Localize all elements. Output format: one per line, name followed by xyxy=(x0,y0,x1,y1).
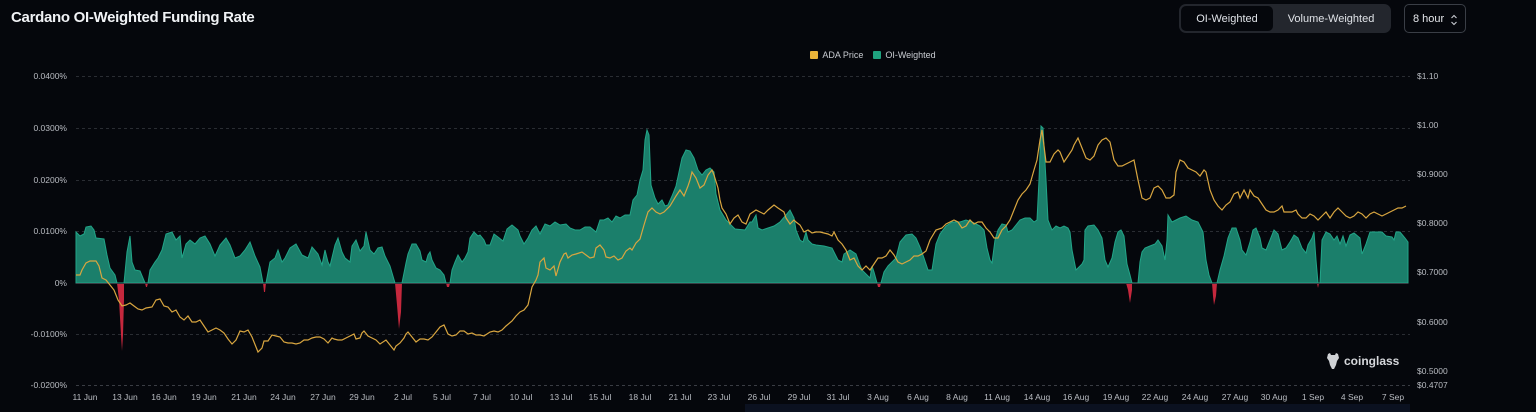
x-tick: 29 Jun xyxy=(349,392,375,402)
x-tick: 21 Jun xyxy=(231,392,257,402)
y-right-tick: $0.8000 xyxy=(1417,218,1448,228)
x-tick: 24 Jun xyxy=(270,392,296,402)
y-right-tick: $0.7000 xyxy=(1417,267,1448,277)
oi-weighted-negative-areas xyxy=(117,283,1319,351)
weighting-segmented-control: OI-Weighted Volume-Weighted xyxy=(1179,4,1391,33)
x-tick: 15 Jul xyxy=(588,392,612,402)
y-left-tick: 0.0400% xyxy=(33,71,67,81)
y-left-tick: 0% xyxy=(54,278,67,288)
x-tick: 2 Jul xyxy=(394,392,412,402)
x-tick: 30 Aug xyxy=(1260,392,1288,402)
y-left-tick: -0.0100% xyxy=(30,329,67,339)
x-tick: 21 Jul xyxy=(668,392,692,402)
tab-oi-weighted[interactable]: OI-Weighted xyxy=(1181,6,1273,31)
x-tick: 8 Aug xyxy=(946,392,968,402)
y-left-tick: 0.0300% xyxy=(33,123,67,133)
x-tick: 31 Jul xyxy=(826,392,850,402)
x-tick: 27 Aug xyxy=(1221,392,1249,402)
y-left-tick: 0.0100% xyxy=(33,226,67,236)
y-right-tick: $0.4707 xyxy=(1417,380,1448,390)
x-tick: 16 Jun xyxy=(151,392,177,402)
x-tick: 14 Aug xyxy=(1023,392,1051,402)
tab-volume-weighted[interactable]: Volume-Weighted xyxy=(1287,12,1375,25)
ada-price-line xyxy=(76,129,1407,354)
legend-label: OI-Weighted xyxy=(885,50,936,60)
x-tick: 6 Aug xyxy=(907,392,929,402)
x-tick: 26 Jul xyxy=(747,392,771,402)
y-right-tick: $0.5000 xyxy=(1417,366,1448,376)
x-tick: 19 Aug xyxy=(1102,392,1130,402)
interval-select[interactable]: 8 hour xyxy=(1404,4,1466,33)
x-tick: 3 Aug xyxy=(867,392,889,402)
x-tick: 1 Sep xyxy=(1301,392,1325,402)
chart-legend: ADA Price OI-Weighted xyxy=(0,50,1536,60)
page-title: Cardano OI-Weighted Funding Rate xyxy=(11,9,255,26)
coinglass-logo-icon xyxy=(1327,353,1339,369)
coinglass-watermark: coinglass xyxy=(1326,352,1399,370)
x-tick: 13 Jun xyxy=(112,392,138,402)
x-tick: 5 Jul xyxy=(433,392,451,402)
y-right-tick: $1.10 xyxy=(1417,71,1439,81)
x-tick: 18 Jul xyxy=(628,392,652,402)
x-tick: 27 Jun xyxy=(310,392,336,402)
x-tick: 19 Jun xyxy=(191,392,217,402)
x-tick: 7 Sep xyxy=(1381,392,1405,402)
x-tick: 13 Jul xyxy=(549,392,573,402)
legend-item-ada-price[interactable]: ADA Price xyxy=(810,50,863,60)
x-tick: 11 Aug xyxy=(984,392,1010,402)
legend-item-oi-weighted[interactable]: OI-Weighted xyxy=(873,50,936,60)
oi-weighted-positive-area xyxy=(75,124,1409,284)
x-tick: 29 Jul xyxy=(787,392,811,402)
x-tick: 11 Jun xyxy=(72,392,98,402)
x-tick: 22 Aug xyxy=(1141,392,1169,402)
legend-swatch-oi-weighted xyxy=(873,51,882,59)
x-tick: 7 Jul xyxy=(473,392,491,402)
chevron-up-down-icon xyxy=(1451,14,1457,26)
y-right-tick: $0.6000 xyxy=(1417,317,1448,327)
x-tick: 23 Jul xyxy=(707,392,731,402)
x-tick: 16 Aug xyxy=(1062,392,1090,402)
interval-select-value: 8 hour xyxy=(1413,12,1445,25)
x-tick: 4 Sep xyxy=(1340,392,1364,402)
y-left-tick: -0.0200% xyxy=(30,380,67,390)
y-right-tick: $1.00 xyxy=(1417,120,1439,130)
legend-label: ADA Price xyxy=(822,50,864,60)
y-left-tick: 0.0200% xyxy=(33,175,67,185)
x-tick: 10 Jul xyxy=(509,392,533,402)
x-tick: 24 Aug xyxy=(1181,392,1209,402)
y-right-tick: $0.9000 xyxy=(1417,169,1448,179)
chart-range-scrollbar[interactable] xyxy=(745,404,1410,412)
watermark-label: coinglass xyxy=(1344,354,1400,368)
legend-swatch-ada-price xyxy=(810,51,819,59)
